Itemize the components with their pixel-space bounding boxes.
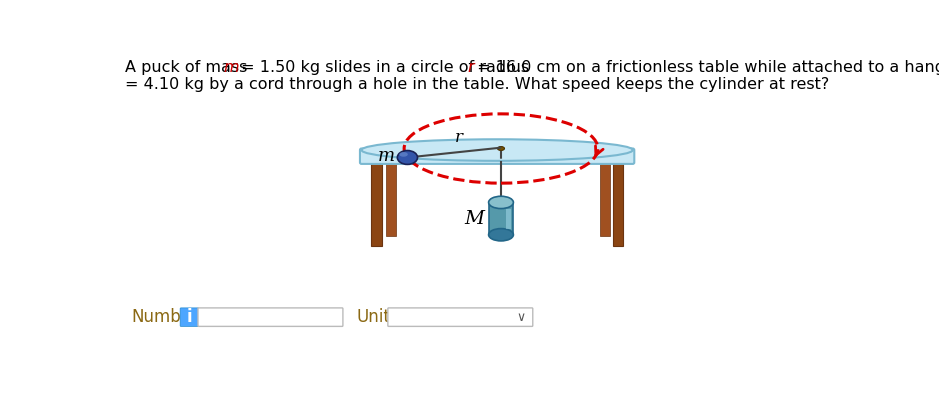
Ellipse shape	[498, 146, 504, 150]
Ellipse shape	[488, 196, 514, 208]
Text: = 16.0 cm on a frictionless table while attached to a hanging cylinder of mass: = 16.0 cm on a frictionless table while …	[472, 60, 939, 75]
Bar	[386, 158, 395, 235]
Text: i: i	[187, 308, 192, 326]
Text: M: M	[465, 210, 485, 227]
Ellipse shape	[397, 150, 418, 164]
Text: Units: Units	[356, 308, 399, 326]
FancyBboxPatch shape	[388, 308, 532, 326]
Bar	[600, 158, 609, 235]
Text: = 4.10 kg by a cord through a hole in the table. What speed keeps the cylinder a: = 4.10 kg by a cord through a hole in th…	[125, 77, 829, 92]
Text: m: m	[377, 147, 395, 165]
FancyBboxPatch shape	[198, 308, 343, 326]
Text: ∨: ∨	[516, 310, 526, 324]
Text: r: r	[468, 60, 474, 75]
FancyBboxPatch shape	[180, 308, 199, 326]
Text: Number: Number	[131, 308, 198, 326]
Text: r: r	[454, 129, 463, 146]
Ellipse shape	[488, 229, 514, 241]
Bar	[371, 162, 381, 245]
Text: A puck of mass: A puck of mass	[125, 60, 253, 75]
Ellipse shape	[397, 155, 418, 163]
FancyBboxPatch shape	[360, 148, 635, 164]
Ellipse shape	[362, 139, 633, 161]
Ellipse shape	[399, 152, 408, 157]
Bar	[506, 208, 511, 229]
Bar	[488, 202, 514, 235]
Text: m: m	[223, 60, 239, 75]
Bar	[612, 162, 623, 245]
Text: = 1.50 kg slides in a circle of radius: = 1.50 kg slides in a circle of radius	[236, 60, 534, 75]
